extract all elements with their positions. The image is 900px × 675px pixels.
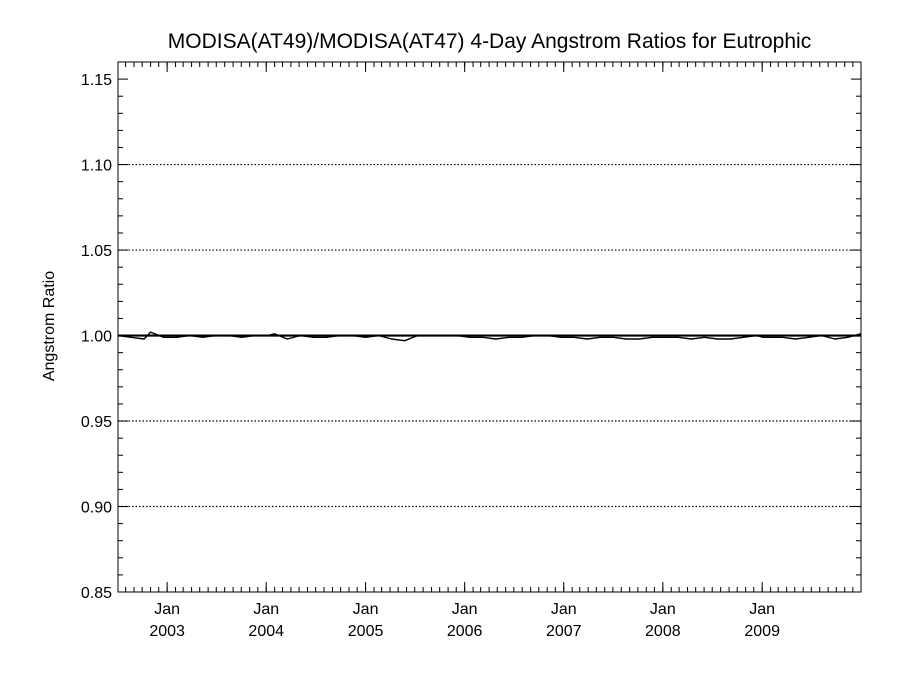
- x-tick-year-label: 2008: [645, 623, 681, 640]
- data-point: [299, 334, 302, 337]
- data-point: [651, 336, 653, 338]
- x-tick-year-label: 2004: [248, 623, 284, 640]
- data-point: [625, 338, 627, 340]
- data-point: [821, 334, 823, 337]
- data-point: [808, 336, 810, 338]
- data-point: [443, 334, 445, 337]
- y-tick-label: 0.85: [81, 585, 112, 602]
- data-point: [338, 334, 341, 337]
- data-point: [781, 336, 784, 338]
- x-tick-year-label: 2005: [348, 623, 384, 640]
- data-point: [456, 334, 458, 337]
- series-layer: [117, 331, 862, 342]
- data-point: [755, 334, 758, 337]
- data-point: [469, 336, 471, 338]
- data-point: [742, 336, 745, 338]
- data-point: [716, 338, 718, 340]
- data-point: [351, 334, 354, 337]
- data-point: [254, 334, 256, 337]
- y-tick-label: 1.15: [81, 72, 112, 89]
- x-tick-month-label: Jan: [353, 601, 379, 618]
- data-point: [729, 338, 732, 340]
- data-point: [417, 334, 419, 337]
- data-point: [847, 336, 849, 338]
- y-tick-label: 0.95: [81, 414, 112, 431]
- data-point: [215, 334, 217, 337]
- plot-frame: [117, 61, 862, 593]
- data-point: [176, 336, 178, 338]
- x-tick-month-label: Jan: [154, 601, 180, 618]
- y-tick-label: 1.05: [81, 243, 112, 260]
- data-point: [482, 336, 484, 338]
- data-point: [143, 338, 145, 340]
- x-tick-month-label: Jan: [749, 601, 775, 618]
- series-line: [117, 331, 861, 342]
- x-tick-year-label: 2009: [744, 623, 780, 640]
- data-point: [430, 334, 432, 337]
- data-point: [703, 336, 705, 338]
- data-point: [364, 336, 367, 338]
- chart-title: MODISA(AT49)/MODISA(AT47) 4-Day Angstrom…: [167, 30, 812, 53]
- x-tick-month-label: Jan: [253, 601, 279, 618]
- data-point: [163, 336, 165, 338]
- data-point: [241, 336, 243, 338]
- data-point: [391, 338, 393, 340]
- data-point: [560, 336, 562, 338]
- data-point: [495, 338, 497, 340]
- data-point: [312, 336, 315, 338]
- data-point: [794, 338, 797, 340]
- data-point: [690, 338, 692, 340]
- data-point: [612, 336, 614, 338]
- x-tick-year-label: 2007: [546, 623, 582, 640]
- x-tick-month-label: Jan: [452, 601, 478, 618]
- data-point: [677, 336, 679, 338]
- tick-labels: 0.85 0.90 0.95 1.00 1.05 1.10 1.15 Jan 2003 Jan 20…: [81, 72, 780, 640]
- x-tick-year-label: 2006: [447, 623, 483, 640]
- data-point: [664, 336, 666, 338]
- data-point: [599, 336, 601, 338]
- data-point: [534, 334, 536, 337]
- data-point: [378, 334, 380, 337]
- data-point: [508, 336, 510, 338]
- axis-ticks: [118, 61, 861, 593]
- data-point: [130, 336, 132, 338]
- data-point: [573, 336, 575, 338]
- data-point: [547, 334, 549, 337]
- data-point: [325, 336, 328, 338]
- data-point: [521, 336, 523, 338]
- data-point: [267, 334, 269, 337]
- data-point: [762, 336, 764, 338]
- data-point: [189, 334, 191, 337]
- data-point: [228, 334, 230, 337]
- x-tick-year-label: 2003: [149, 623, 185, 640]
- data-point: [768, 336, 771, 338]
- y-tick-label: 1.00: [81, 329, 112, 346]
- data-point: [202, 336, 204, 338]
- data-point: [834, 338, 836, 340]
- data-point: [638, 338, 640, 340]
- y-tick-label: 1.10: [81, 158, 112, 175]
- data-point: [286, 338, 288, 340]
- y-tick-label: 0.90: [81, 500, 112, 517]
- x-tick-month-label: Jan: [650, 601, 676, 618]
- data-point: [273, 333, 275, 335]
- data-point: [586, 338, 588, 340]
- x-tick-month-label: Jan: [551, 601, 577, 618]
- data-point: [404, 340, 406, 342]
- data-point: [149, 331, 152, 333]
